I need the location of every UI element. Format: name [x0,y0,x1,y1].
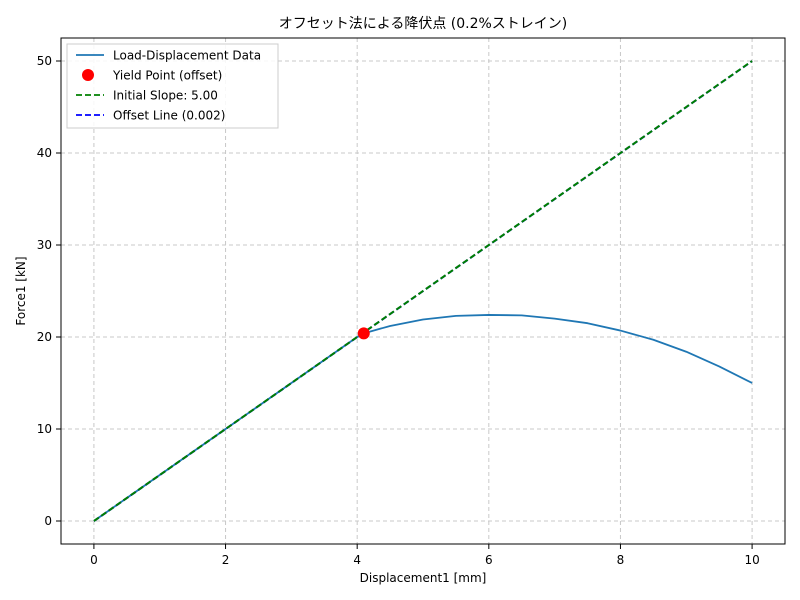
x-tick-label-1: 2 [222,553,230,567]
legend-label-initial-slope: Initial Slope: 5.00 [113,89,218,103]
legend-label-offset-line: Offset Line (0.002) [113,109,225,123]
legend-symbol-yield-point [82,69,94,81]
tick-layer: 0 2 4 6 8 10 0 10 20 30 40 50 [37,54,760,567]
plot-frame [60,37,786,545]
y-tick-label-0: 0 [44,514,52,528]
legend-label-yield-point: Yield Point (offset) [112,69,222,83]
legend-label-load-displacement-data: Load-Displacement Data [113,49,261,63]
x-tick-label-3: 6 [485,553,493,567]
y-tick-label-2: 20 [37,330,52,344]
x-tick-label-2: 4 [353,553,361,567]
y-axis-label: Force1 [kN] [14,256,28,325]
y-tick-label-5: 50 [37,54,52,68]
plot-layer [93,60,753,522]
series-initial-slope-5-00 [93,60,753,522]
series-yield-point-offset-point-0 [357,327,370,340]
x-tick-label-4: 8 [617,553,625,567]
legend: Load-Displacement Data Yield Point (offs… [66,43,279,129]
x-tick-label-5: 10 [744,553,759,567]
chart-title: オフセット法による降伏点 (0.2%ストレイン) [279,16,568,32]
x-axis-label: Displacement1 [mm] [360,571,487,585]
y-tick-label-1: 10 [37,422,52,436]
y-tick-label-3: 30 [37,238,52,252]
y-tick-label-4: 40 [37,146,52,160]
x-tick-label-0: 0 [90,553,98,567]
legend-box [66,43,279,129]
